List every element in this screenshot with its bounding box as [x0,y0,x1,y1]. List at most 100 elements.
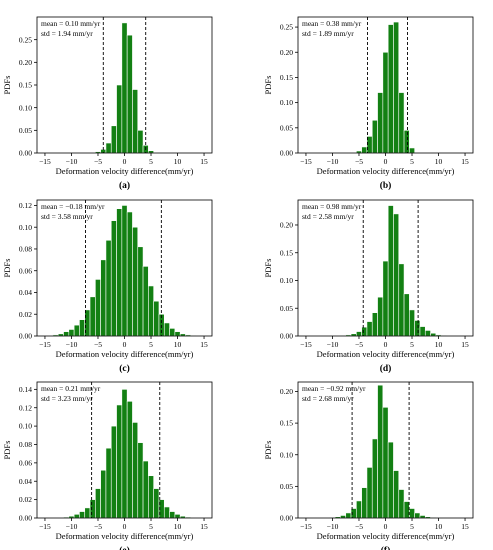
y-tick-label: 0.20 [280,221,293,230]
x-tick-label: −5 [94,157,102,166]
x-tick-label: 15 [200,522,208,531]
histogram-bar [371,438,378,519]
histogram-bar [382,51,389,154]
y-tick-label: 0.02 [19,495,32,504]
histogram-bar [126,34,133,154]
histogram-bar [89,499,96,519]
y-tick-label: 0.08 [19,245,32,254]
y-tick-label: 0.12 [19,201,32,210]
histogram-bar [430,332,437,337]
x-tick-label: 10 [174,522,182,531]
histogram-bar [345,512,352,519]
x-tick-label: 10 [435,157,443,166]
y-tick-label: 0.15 [19,81,32,90]
stats-annotation: mean = 0.38 mm/yr [302,19,362,28]
y-tick-label: 0.00 [19,514,32,523]
histogram-bar [137,442,144,519]
histogram-bar [116,208,123,337]
y-tick-label: 0.04 [19,288,32,297]
y-tick-label: 0.05 [280,123,293,132]
y-axis-title: PDFs [263,259,273,278]
y-tick-label: 0.06 [19,266,32,275]
y-axis-title: PDFs [263,76,273,95]
histogram-bar [68,329,75,337]
histogram-bar [382,260,389,337]
histogram-bar [387,24,394,154]
x-tick-label: 10 [435,340,443,349]
histogram-bar [387,205,394,337]
x-tick-label: 0 [123,522,127,531]
x-tick-label: 0 [384,340,388,349]
histogram-bar [163,506,170,519]
histogram-bar [361,487,368,519]
y-tick-label: 0.10 [19,223,32,232]
histogram-bar [393,213,400,337]
x-tick-label: 10 [435,522,443,531]
x-axis-title: Deformation velocity difference(mm/yr) [317,531,455,541]
histogram-bar [398,92,405,154]
x-tick-label: −15 [39,522,51,531]
histogram-bar [63,331,70,337]
histogram-bar [393,470,400,519]
panel: −15 −10 −5 0 5 10 15 0.00 0.05 0.10 0.15 0.20 Deform… [263,381,474,550]
y-tick-label: 0.10 [280,276,293,285]
panel: −15 −10 −5 0 5 10 15 0.00 0.05 0.10 0.15 0.20 Deform… [263,199,474,374]
x-tick-label: 0 [123,340,127,349]
histogram-bar [110,220,117,337]
histogram-bar [163,322,170,337]
stats-annotation: mean = 0.98 mm/yr [302,202,362,211]
y-tick-label: 0.20 [19,58,32,67]
x-tick-label: 15 [461,522,469,531]
histogram-bar [169,511,176,519]
histogram-bar [371,119,378,154]
y-tick-label: 0.00 [19,332,32,341]
histogram-bar [371,312,378,337]
y-tick-label: 0.10 [280,450,293,459]
histogram-bar [79,319,86,337]
histogram-bar [95,488,101,519]
x-tick-label: −10 [327,340,339,349]
histogram-bar [409,309,415,337]
stats-annotation: std = 1.89 mm/yr [302,29,354,38]
x-tick-label: −5 [355,340,363,349]
x-tick-label: −5 [355,522,363,531]
y-tick-label: 0.25 [19,35,32,44]
x-tick-label: 5 [410,157,414,166]
histogram-bar [409,508,415,519]
histogram-bar [356,500,362,519]
histogram-bar [137,130,144,154]
panel-label: (c) [119,363,130,374]
panel-label: (d) [380,363,392,374]
histogram-bar [148,285,154,337]
y-tick-label: 0.10 [19,422,32,431]
stats-annotation: std = 1.94 mm/yr [41,29,93,38]
histogram-bar [174,331,181,337]
histogram-bar [403,501,410,519]
stats-annotation: mean = −0.18 mm/yr [41,202,105,211]
x-tick-label: −15 [300,340,312,349]
histogram-bar [361,146,368,154]
panel: −15 −10 −5 0 5 10 15 0.00 0.05 0.10 0.15 0.20 0.25 De… [263,16,474,191]
histogram-bar [100,259,107,337]
x-tick-label: 15 [461,340,469,349]
stats-annotation: mean = −0.92 mm/yr [302,384,366,393]
histogram-bar [79,511,86,519]
histogram-bar [387,441,394,519]
histogram-bar [414,512,421,519]
y-tick-label: 0.10 [19,103,32,112]
histogram-bar [419,326,426,337]
histogram-bar [110,125,117,154]
panel: −15 −10 −5 0 5 10 15 0.00 0.02 0.04 0.06 0.08 0.10 0.… [2,199,213,374]
x-tick-label: 15 [461,157,469,166]
histogram-bar [148,475,154,519]
histogram-bar [95,279,101,337]
histogram-bar [398,489,405,519]
panel: −15 −10 −5 0 5 10 15 0.00 0.05 0.10 0.15 0.20 0.25 De… [2,16,213,191]
histogram-bar [126,400,133,519]
x-tick-label: −5 [94,340,102,349]
histogram-bar [73,324,80,337]
histogram-bar [132,89,139,154]
y-axis-title: PDFs [2,441,12,460]
x-tick-label: −15 [300,522,312,531]
